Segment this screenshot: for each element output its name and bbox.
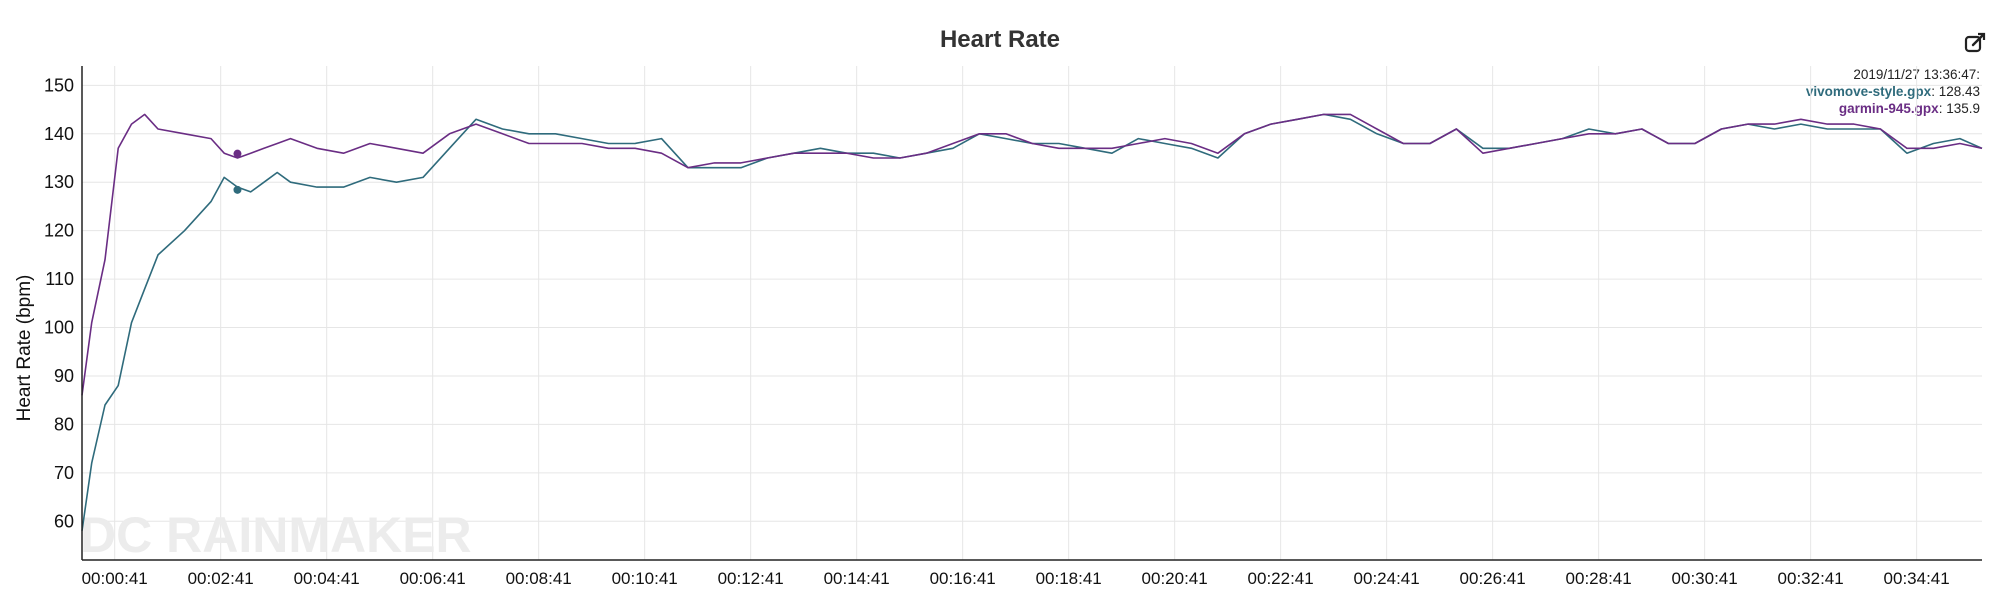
x-tick-label: 00:00:41: [82, 569, 148, 588]
chart-title: Heart Rate: [939, 26, 1061, 53]
x-tick-label: 00:02:41: [188, 569, 254, 588]
x-tick-label: 00:16:41: [930, 569, 996, 588]
y-tick-label: 130: [44, 172, 74, 192]
axes: [81, 66, 1982, 561]
y-tick-label: 120: [44, 221, 74, 241]
x-tick-label: 00:18:41: [1036, 569, 1102, 588]
x-tick-label: 00:22:41: [1248, 569, 1314, 588]
series-layer: [81, 113, 1983, 532]
series-line-vivomove: [81, 113, 1983, 532]
y-tick-label: 110: [45, 269, 74, 289]
grid: [82, 66, 1982, 560]
x-tick-label: 00:06:41: [400, 569, 466, 588]
x-tick-label: 00:26:41: [1460, 569, 1526, 588]
y-axis-label: Heart Rate (bpm): [14, 275, 35, 422]
legend-series-name: garmin-945.gpx: [1838, 101, 1939, 116]
series-line-garmin945: [81, 113, 1983, 396]
watermark: DC RAINMAKER: [80, 507, 472, 563]
legend-series-name: vivomove-style.gpx: [1805, 84, 1932, 99]
y-tick-label: 150: [44, 75, 74, 95]
x-tick-label: 00:14:41: [824, 569, 890, 588]
y-tick-label: 100: [44, 318, 74, 338]
y-tick-label: 70: [54, 463, 74, 483]
y-tick-label: 60: [54, 511, 74, 531]
x-tick-label: 00:28:41: [1566, 569, 1632, 588]
x-tick-label: 00:12:41: [718, 569, 784, 588]
x-tick-label: 00:24:41: [1354, 569, 1420, 588]
legend-series-value: 128.43: [1938, 84, 1980, 99]
x-tick-label: 00:04:41: [294, 569, 360, 588]
x-tick-label: 00:08:41: [506, 569, 572, 588]
edit-icon[interactable]: [1964, 32, 1986, 54]
x-tick-label: 00:32:41: [1778, 569, 1844, 588]
y-tick-label: 90: [54, 366, 74, 386]
hover-marker: [233, 185, 242, 194]
legend-series-value: 135.9: [1946, 101, 1980, 116]
y-tick-label: 140: [44, 124, 74, 144]
legend-entry: garmin-945.gpx: 135.9: [1838, 101, 1980, 116]
hover-marker: [233, 149, 242, 158]
y-tick-label: 80: [54, 414, 74, 434]
ticks: 60 70 80 90 100 110 120 130 140 150 00:00:41 00:02:…: [44, 75, 1950, 588]
x-tick-label: 00:10:41: [612, 569, 678, 588]
x-tick-label: 00:34:41: [1884, 569, 1950, 588]
legend: 2019/11/27 13:36:47: vivomove-style.gpx:…: [1806, 66, 1980, 117]
legend-entry: vivomove-style.gpx: 128.43: [1805, 84, 1980, 99]
x-tick-label: 00:30:41: [1672, 569, 1738, 588]
x-tick-label: 00:20:41: [1142, 569, 1208, 588]
